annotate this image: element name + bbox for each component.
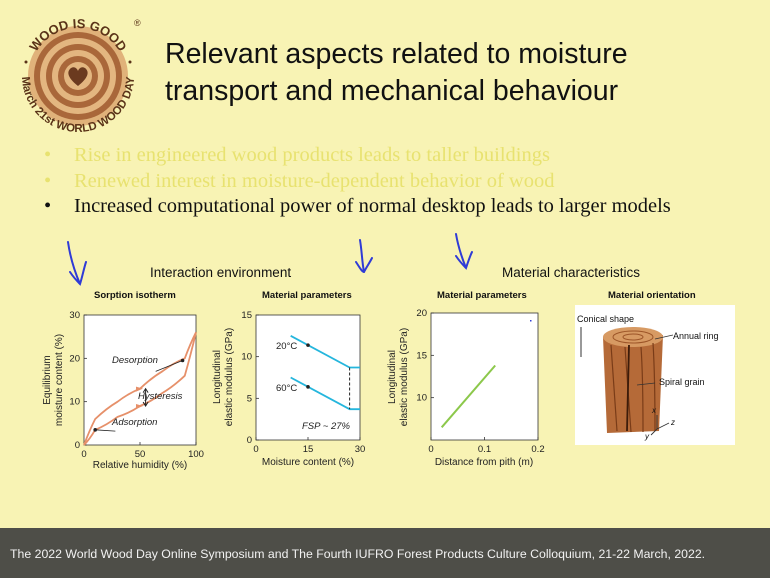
hysteresis-arrow-head-bottom bbox=[142, 401, 149, 407]
log-top bbox=[603, 327, 663, 347]
sorption-isotherm-chart: 0 50 100 0 10 20 30 Equilibrium moisture conte… bbox=[42, 310, 204, 471]
y-axis-label-1: Longitudinal bbox=[212, 350, 223, 404]
y-tick-label: 10 bbox=[416, 393, 427, 404]
section-interaction-environment: Interaction environment bbox=[150, 265, 292, 280]
panel-title-params-2: Material parameters bbox=[437, 290, 527, 301]
y-tick-label: 0 bbox=[75, 440, 80, 451]
x-tick-label: 0.2 bbox=[531, 444, 544, 455]
pen-arrow-2 bbox=[355, 239, 373, 274]
y-axis-label-2: elastic modulus (GPa) bbox=[399, 328, 410, 426]
adsorption-arrow bbox=[136, 404, 143, 409]
fsp-label: FSP ~ 27% bbox=[302, 421, 351, 432]
log-body bbox=[603, 335, 663, 433]
panel-title-orientation: Material orientation bbox=[608, 290, 696, 301]
desorption-point bbox=[180, 358, 185, 363]
wood-log-figure: Conical shape Annual ring Spiral grain x… bbox=[575, 305, 735, 445]
title-line-1: Relevant aspects related to moisture bbox=[165, 38, 628, 70]
plot-area bbox=[83, 314, 197, 446]
y-tick-label: 0 bbox=[247, 435, 252, 446]
hysteresis-label: Hysteresis bbox=[138, 391, 183, 402]
world-wood-day-logo: WOOD IS GOOD March 21st WORLD WOOD DAY ® bbox=[19, 16, 141, 135]
y-tick-label: 15 bbox=[241, 310, 252, 321]
annual-ring-label: Annual ring bbox=[673, 331, 719, 341]
spiral-grain-label: Spiral grain bbox=[659, 377, 705, 387]
y-axis-label-2: elastic modulus (GPa) bbox=[224, 328, 235, 426]
conical-shape-label: Conical shape bbox=[577, 314, 634, 324]
axis-z-label: z bbox=[670, 418, 675, 427]
modulus-moisture-chart: 0 15 30 0 5 10 15 Longitudinal elastic modulus… bbox=[212, 310, 366, 468]
desorption-pointer bbox=[155, 360, 183, 372]
desorption-label: Desorption bbox=[112, 355, 158, 366]
y-tick-label: 20 bbox=[69, 353, 80, 364]
y-tick-label: 10 bbox=[241, 352, 252, 363]
pen-dot bbox=[530, 320, 532, 322]
panel-title-params-1: Material parameters bbox=[262, 290, 352, 301]
y-axis-label-1: Equilibrium bbox=[42, 355, 53, 404]
panel-title-sorption: Sorption isotherm bbox=[94, 290, 176, 301]
y-axis-label-1: Longitudinal bbox=[387, 350, 398, 404]
x-axis-label: Moisture content (%) bbox=[262, 457, 354, 468]
modulus-pith-chart: 0 0.1 0.2 10 15 20 Longitudinal elastic modul… bbox=[387, 308, 545, 468]
plot-area bbox=[255, 314, 361, 441]
pen-arrow-3 bbox=[455, 233, 473, 270]
desorption-arrow bbox=[136, 386, 143, 392]
heart-icon bbox=[68, 67, 88, 86]
bullet-list: • Rise in engineered wood products leads … bbox=[44, 143, 671, 220]
axis-y-label: y bbox=[644, 432, 650, 441]
footer-bar: The 2022 World Wood Day Online Symposium… bbox=[0, 528, 770, 578]
adsorption-pointer bbox=[95, 429, 116, 432]
series-point bbox=[306, 385, 310, 389]
x-axis-label: Distance from pith (m) bbox=[435, 457, 533, 468]
pen-arrow-1 bbox=[67, 241, 87, 286]
title-line-2: transport and mechanical behaviour bbox=[165, 75, 619, 107]
section-material-characteristics: Material characteristics bbox=[502, 265, 641, 280]
x-tick-label: 0 bbox=[253, 444, 258, 455]
bullet-item-2: • Renewed interest in moisture-dependent … bbox=[44, 169, 555, 192]
footer-text: The 2022 World Wood Day Online Symposium… bbox=[10, 547, 706, 561]
x-tick-label: 50 bbox=[135, 449, 146, 460]
bullet-item-3: • Increased computational power of normal… bbox=[44, 195, 671, 217]
x-tick-label: 0 bbox=[81, 449, 86, 460]
x-tick-label: 100 bbox=[188, 449, 204, 460]
x-axis-label: Relative humidity (%) bbox=[93, 460, 187, 471]
axis-x-label: x bbox=[651, 406, 657, 415]
hysteresis-arrow-head-top bbox=[142, 387, 149, 393]
y-tick-label: 10 bbox=[69, 397, 80, 408]
slide-title: Relevant aspects related to moisture tra… bbox=[165, 36, 628, 110]
bullet-item-1: • Rise in engineered wood products leads … bbox=[44, 144, 550, 166]
x-tick-label: 0 bbox=[428, 444, 433, 455]
temp-20-label: 20°C bbox=[276, 341, 297, 352]
y-tick-label: 20 bbox=[416, 308, 427, 319]
x-tick-label: 0.1 bbox=[478, 444, 491, 455]
adsorption-label: Adsorption bbox=[111, 417, 157, 428]
temp-60-label: 60°C bbox=[276, 383, 297, 394]
adsorption-point bbox=[93, 428, 97, 432]
modulus-trend-line bbox=[440, 364, 496, 428]
series-point bbox=[306, 343, 310, 347]
y-tick-label: 30 bbox=[69, 310, 80, 321]
y-tick-label: 5 bbox=[247, 393, 252, 404]
registered-mark: ® bbox=[134, 18, 141, 28]
y-axis-label-2: moisture content (%) bbox=[54, 334, 65, 426]
x-tick-label: 15 bbox=[303, 444, 314, 455]
x-tick-label: 30 bbox=[355, 444, 366, 455]
y-tick-label: 15 bbox=[416, 350, 427, 361]
